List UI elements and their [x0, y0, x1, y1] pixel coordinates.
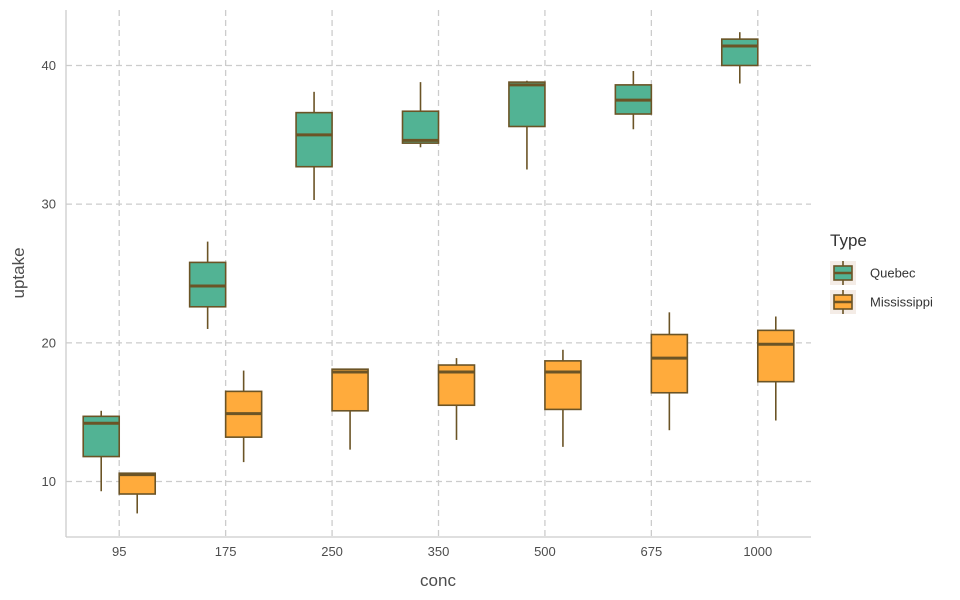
x-tick-label: 675 [641, 544, 663, 559]
y-tick-label: 20 [42, 335, 56, 350]
x-tick-label: 250 [321, 544, 343, 559]
y-tick-label: 30 [42, 197, 56, 212]
legend: Type Quebec Mississippi [830, 231, 933, 314]
x-tick-label: 500 [534, 544, 556, 559]
y-axis-title: uptake [9, 247, 28, 298]
box-quebec-350 [401, 82, 440, 148]
box-quebec-175 [188, 241, 227, 329]
box-iqr [118, 472, 157, 495]
y-tick-labels: 10 20 30 40 [42, 58, 56, 489]
x-tick-labels: 95 175 250 350 500 675 1000 [112, 544, 772, 559]
legend-label: Mississippi [870, 295, 933, 310]
box-mississippi-95 [118, 472, 157, 514]
box-iqr [650, 333, 689, 394]
x-axis-title: conc [420, 571, 456, 590]
y-tick-label: 10 [42, 474, 56, 489]
legend-item-quebec: Quebec [830, 261, 916, 285]
axes [65, 10, 811, 538]
x-tick-label: 350 [428, 544, 450, 559]
box-iqr [756, 329, 795, 383]
box-mississippi-1000 [756, 316, 795, 421]
box-iqr [331, 368, 369, 412]
box-quebec-675 [614, 71, 653, 130]
boxes [82, 32, 795, 514]
box-iqr [295, 111, 333, 168]
box-mississippi-175 [224, 370, 263, 463]
x-tick-label: 175 [215, 544, 237, 559]
box-mississippi-250 [331, 368, 369, 450]
box-mississippi-500 [544, 349, 582, 447]
box-quebec-1000 [720, 32, 759, 84]
box-quebec-250 [295, 91, 333, 200]
box-iqr [544, 360, 582, 411]
box-iqr [401, 110, 440, 144]
legend-title: Type [830, 231, 867, 250]
legend-label: Quebec [870, 266, 916, 281]
box-quebec-500 [508, 80, 546, 170]
box-quebec-95 [82, 410, 121, 492]
y-tick-label: 40 [42, 58, 56, 73]
box-iqr [720, 38, 759, 67]
box-mississippi-675 [650, 312, 689, 431]
box-mississippi-350 [437, 358, 476, 440]
grid [66, 10, 811, 537]
legend-item-mississippi: Mississippi [830, 290, 933, 314]
x-tick-label: 1000 [743, 544, 772, 559]
box-iqr [508, 81, 546, 128]
x-tick-label: 95 [112, 544, 126, 559]
